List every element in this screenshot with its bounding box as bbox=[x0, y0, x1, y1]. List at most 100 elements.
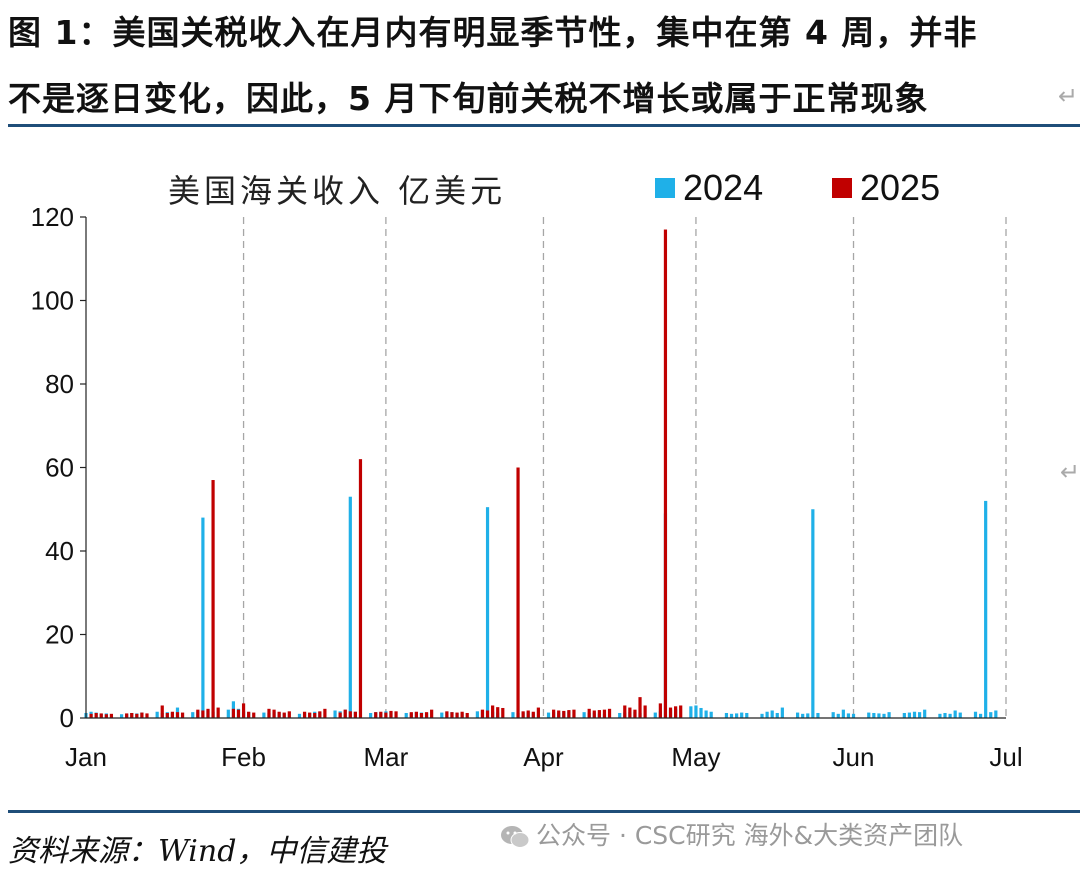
bar-2024 bbox=[699, 707, 703, 718]
bar-2024 bbox=[867, 712, 871, 718]
bar-2025 bbox=[419, 712, 424, 718]
bar-2025 bbox=[287, 711, 291, 718]
legend: 2024 2025 bbox=[655, 167, 940, 208]
bar-2024 bbox=[485, 507, 490, 718]
bar-2024 bbox=[735, 713, 739, 718]
bar-2025 bbox=[206, 708, 210, 718]
bar-2025 bbox=[338, 712, 342, 718]
bar-2025 bbox=[389, 710, 393, 718]
bar-2024 bbox=[872, 712, 876, 718]
bar-2024 bbox=[994, 710, 998, 718]
bar-2024 bbox=[887, 712, 891, 718]
bar-2025 bbox=[526, 710, 530, 718]
bar-2025 bbox=[562, 710, 566, 718]
bar-2025 bbox=[89, 713, 93, 718]
legend-swatch-2024 bbox=[655, 178, 675, 198]
bar-2024 bbox=[760, 713, 764, 718]
bar-2025 bbox=[130, 712, 134, 718]
bar-2024 bbox=[704, 710, 708, 718]
x-tick-label: Jan bbox=[65, 742, 107, 772]
bar-2025 bbox=[455, 712, 459, 718]
bar-2025 bbox=[552, 709, 556, 718]
bar-2025 bbox=[465, 712, 469, 718]
bar-2025 bbox=[445, 711, 449, 718]
bar-2024 bbox=[404, 712, 408, 718]
bar-2025 bbox=[501, 707, 505, 718]
bar-2025 bbox=[180, 712, 185, 718]
bar-2025 bbox=[557, 710, 561, 718]
bar-2025 bbox=[308, 712, 312, 718]
bar-2025 bbox=[633, 709, 637, 718]
bar-2025 bbox=[536, 707, 540, 718]
bar-2025 bbox=[424, 712, 429, 718]
bar-2024 bbox=[653, 712, 657, 718]
bar-2025 bbox=[643, 705, 647, 718]
y-tick-labels: 0 20 40 60 80 100 120 bbox=[31, 202, 74, 733]
bar-2025 bbox=[175, 712, 180, 718]
bar-2025 bbox=[302, 711, 307, 718]
x-tick-label: Mar bbox=[363, 742, 408, 772]
watermark-text: 公众号 · CSC研究 海外&大类资产团队 bbox=[536, 821, 964, 850]
watermark: 公众号 · CSC研究 海外&大类资产团队 bbox=[500, 816, 963, 852]
bar-2024 bbox=[836, 713, 840, 718]
x-tick-label: Feb bbox=[221, 742, 266, 772]
x-tick-label: May bbox=[671, 742, 720, 772]
bar-2024 bbox=[775, 712, 779, 718]
y-tick-label: 40 bbox=[45, 536, 74, 566]
bar-2024 bbox=[841, 709, 845, 718]
bar-2025 bbox=[628, 707, 632, 718]
bar-2024 bbox=[191, 712, 195, 718]
bar-2025 bbox=[272, 709, 276, 718]
wechat-icon bbox=[501, 826, 530, 848]
bar-2024 bbox=[201, 517, 205, 718]
bar-2024 bbox=[801, 713, 805, 718]
bar-2025 bbox=[160, 705, 164, 718]
bar-2024 bbox=[923, 709, 927, 718]
bar-2025 bbox=[140, 712, 144, 718]
bar-2025 bbox=[170, 711, 175, 718]
bar-2024 bbox=[943, 712, 947, 718]
bar-2024 bbox=[475, 711, 479, 718]
bar-2024 bbox=[740, 712, 744, 718]
bar-2024 bbox=[831, 712, 835, 718]
bar-2024 bbox=[333, 710, 337, 718]
bar-2025 bbox=[323, 708, 327, 718]
bar-2024 bbox=[948, 713, 952, 718]
bar-2025 bbox=[247, 711, 251, 718]
bar-2025 bbox=[572, 709, 576, 718]
bar-2025 bbox=[94, 712, 98, 718]
bar-2025 bbox=[623, 705, 627, 718]
bar-2025 bbox=[668, 707, 673, 718]
bar-2024 bbox=[796, 712, 800, 718]
bar-2024 bbox=[348, 496, 352, 718]
chart-title: 美国海关收入 亿美元 bbox=[168, 172, 506, 210]
x-tick-label: Jun bbox=[833, 742, 875, 772]
bar-2024 bbox=[694, 705, 698, 718]
bar-2025 bbox=[460, 711, 464, 718]
bar-2024 bbox=[262, 712, 266, 718]
bar-2024 bbox=[912, 711, 917, 718]
bar-2025 bbox=[104, 714, 108, 718]
bar-2025 bbox=[135, 713, 139, 718]
bar-2025 bbox=[521, 711, 525, 718]
legend-label-2025: 2025 bbox=[860, 167, 940, 208]
bar-2025 bbox=[491, 705, 495, 718]
axes-group bbox=[80, 216, 1006, 719]
bar-2024 bbox=[851, 713, 856, 718]
month-gridlines bbox=[242, 217, 1007, 718]
bar-2024 bbox=[953, 710, 957, 718]
bar-2025 bbox=[374, 712, 378, 718]
bar-2025 bbox=[145, 713, 149, 718]
bar-2025 bbox=[353, 711, 357, 718]
bar-2025 bbox=[358, 459, 363, 718]
bar-2024 bbox=[978, 713, 983, 718]
bar-2024 bbox=[119, 714, 124, 718]
bar-2025 bbox=[567, 710, 571, 718]
bar-2024 bbox=[511, 712, 515, 718]
y-tick-label: 60 bbox=[45, 453, 74, 483]
x-tick-label: Jul bbox=[989, 742, 1022, 772]
bar-2024 bbox=[297, 713, 302, 718]
bar-2025 bbox=[379, 711, 383, 718]
bar-2024 bbox=[226, 709, 230, 718]
bar-2024 bbox=[938, 713, 942, 718]
